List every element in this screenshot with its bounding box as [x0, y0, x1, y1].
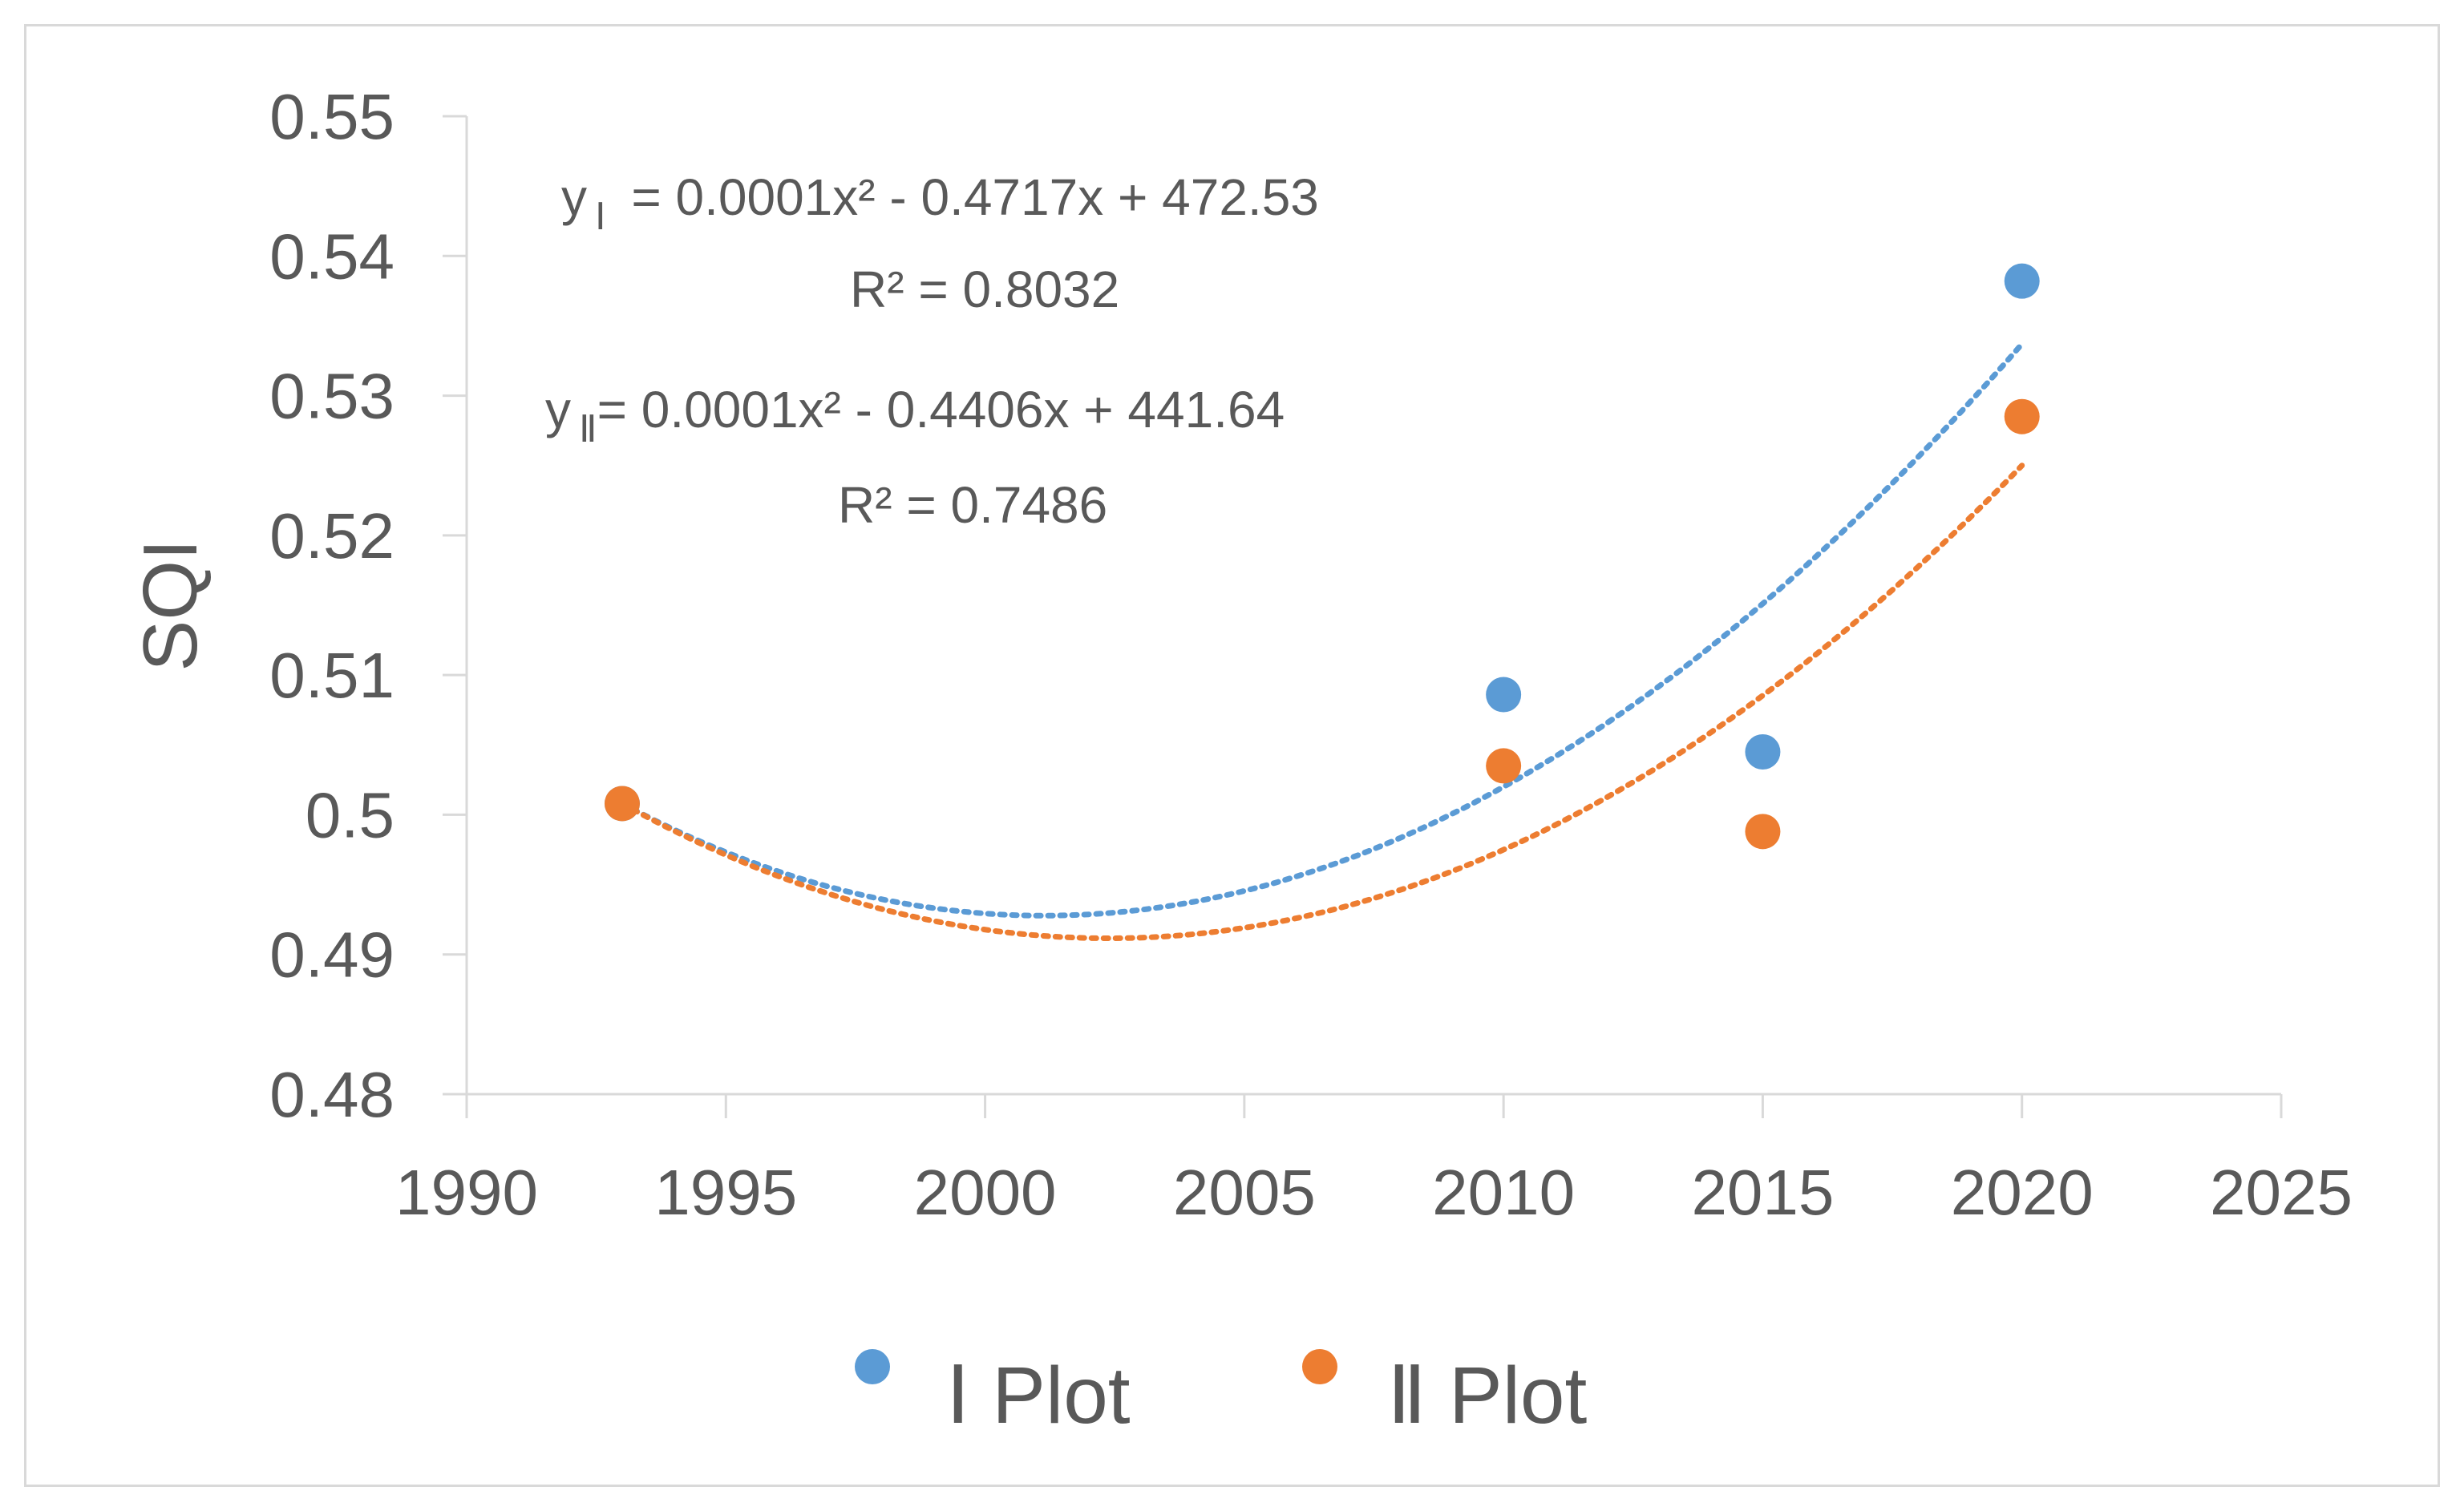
data-point-series-2	[1486, 748, 1522, 784]
x-tick-label: 2010	[1432, 1157, 1575, 1228]
x-tick-label: 2025	[2210, 1157, 2353, 1228]
trendlines	[619, 341, 2025, 941]
equation-2-subscript: Ⅱ	[579, 408, 597, 450]
x-tick-label: 2000	[914, 1157, 1057, 1228]
y-tick-label: 0.54	[269, 220, 394, 292]
equation-2-text: y Ⅱ= 0.0001x² - 0.4406x + 441.64	[545, 381, 1285, 450]
legend-item-2: Ⅱ Plot	[1302, 1349, 1588, 1440]
chart-frame	[24, 24, 2440, 1487]
x-tick-labels: 1990 1995 2000 2005 2010 2015 2020 2025	[395, 1157, 2353, 1228]
legend-label-2: Ⅱ Plot	[1387, 1351, 1588, 1440]
trendline-equation-2: y Ⅱ= 0.0001x² - 0.4406x + 441.64 R² = 0.7…	[545, 381, 1285, 534]
data-point-series-1	[2004, 263, 2040, 299]
equation-2-body: = 0.0001x² - 0.4406x + 441.64	[597, 381, 1285, 438]
data-point-series-1	[1745, 734, 1781, 770]
y-tick-label: 0.48	[269, 1059, 394, 1130]
y-tick-label: 0.53	[269, 361, 394, 432]
x-tick-label: 2005	[1173, 1157, 1316, 1228]
data-point-series-2	[1745, 814, 1781, 850]
x-tick-label: 1990	[395, 1157, 538, 1228]
trendline-1	[619, 341, 2025, 919]
y-tick-label: 0.5	[305, 779, 394, 850]
r2-2-text: R² = 0.7486	[838, 476, 1107, 534]
equation-1-var: y	[561, 168, 587, 226]
r2-1-text: R² = 0.8032	[850, 261, 1119, 318]
x-tick-label: 1995	[654, 1157, 797, 1228]
x-tick-label: 2020	[1951, 1157, 2094, 1228]
y-tick-label: 0.49	[269, 919, 394, 991]
legend: Ⅰ Plot Ⅱ Plot	[855, 1349, 1588, 1440]
y-tick-labels: 0.48 0.49 0.5 0.51 0.52 0.53 0.54 0.55	[269, 81, 394, 1130]
y-tick-label: 0.51	[269, 640, 394, 711]
data-point-series-2	[2004, 398, 2040, 434]
legend-marker-1	[855, 1349, 890, 1384]
equation-1-body: = 0.0001x² - 0.4717x + 472.53	[617, 168, 1319, 226]
equation-2-var: y	[545, 381, 571, 438]
y-axis-label: SQI	[127, 539, 213, 671]
legend-label-1: Ⅰ Plot	[946, 1351, 1131, 1440]
trendline-2	[619, 463, 2025, 941]
y-tick-label: 0.52	[269, 500, 394, 572]
legend-item-1: Ⅰ Plot	[855, 1349, 1131, 1440]
x-tick-label: 2015	[1691, 1157, 1834, 1228]
data-point-series-2	[604, 786, 640, 822]
equation-1-subscript: Ⅰ	[595, 196, 606, 237]
axes	[443, 115, 2283, 1118]
data-points	[604, 263, 2040, 850]
y-tick-label: 0.55	[269, 81, 394, 152]
data-point-series-1	[1486, 677, 1522, 713]
legend-marker-2	[1302, 1349, 1337, 1384]
